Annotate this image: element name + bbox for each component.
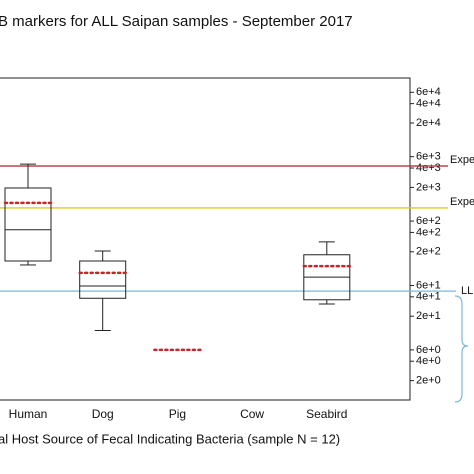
y-tick-label: 6e+1 bbox=[416, 279, 441, 291]
reference-label: Expe bbox=[450, 196, 474, 208]
plot-frame bbox=[0, 77, 411, 401]
x-axis-label: al Host Source of Fecal Indicating Bacte… bbox=[0, 431, 340, 446]
x-tick-label: Pig bbox=[169, 407, 186, 421]
y-tick-label: 2e+4 bbox=[416, 117, 441, 129]
reference-label: Expe bbox=[450, 154, 474, 166]
bracket bbox=[454, 295, 469, 403]
chart-title: B markers for ALL Saipan samples - Septe… bbox=[0, 13, 353, 30]
y-tick-label: 6e+3 bbox=[416, 151, 441, 163]
box bbox=[4, 187, 52, 262]
y-tick-label: 6e+4 bbox=[416, 86, 441, 98]
box bbox=[79, 260, 127, 299]
y-tick-label: 4e+2 bbox=[416, 226, 441, 238]
y-tick-label: 2e+0 bbox=[416, 375, 441, 387]
y-tick-label: 4e+0 bbox=[416, 355, 441, 367]
x-tick-label: Cow bbox=[240, 407, 264, 421]
x-tick-label: Seabird bbox=[306, 407, 347, 421]
y-tick-label: 4e+4 bbox=[416, 98, 441, 110]
reference-label: LL bbox=[461, 285, 473, 297]
x-tick-label: Dog bbox=[92, 407, 114, 421]
y-tick-label: 2e+1 bbox=[416, 310, 441, 322]
y-tick-label: 6e+2 bbox=[416, 215, 441, 227]
y-tick-label: 2e+3 bbox=[416, 181, 441, 193]
y-tick-label: 6e+0 bbox=[416, 344, 441, 356]
y-tick-label: 4e+3 bbox=[416, 162, 441, 174]
x-tick-label: Human bbox=[9, 407, 48, 421]
y-tick-label: 4e+1 bbox=[416, 291, 441, 303]
y-tick-label: 2e+2 bbox=[416, 246, 441, 258]
